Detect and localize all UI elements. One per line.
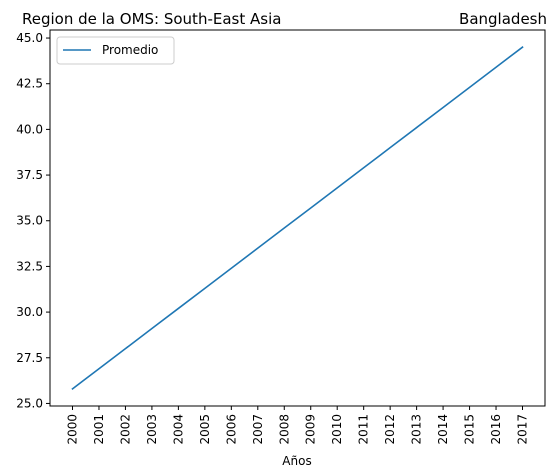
y-tick-label: 42.5 (16, 77, 43, 91)
x-tick-label: 2008 (277, 414, 291, 445)
y-tick-label: 37.5 (16, 168, 43, 182)
x-tick-label: 2013 (410, 414, 424, 445)
y-tick-label: 45.0 (16, 31, 43, 45)
chart-title-left: Region de la OMS: South-East Asia (22, 10, 281, 28)
x-tick-label: 2006 (224, 414, 238, 445)
y-tick-label: 27.5 (16, 351, 43, 365)
x-tick-label: 2015 (463, 414, 477, 445)
x-tick-label: 2011 (357, 414, 371, 445)
x-tick-label: 2000 (66, 414, 80, 445)
x-tick-label: 2012 (383, 414, 397, 445)
x-tick-label: 2005 (198, 414, 212, 445)
x-tick-label: 2016 (489, 414, 503, 445)
chart-title-right: Bangladesh (459, 10, 547, 28)
series-line-promedio (71, 46, 524, 390)
x-tick-label: 2001 (92, 414, 106, 445)
x-tick-label: 2009 (304, 414, 318, 445)
legend-label-promedio: Promedio (102, 43, 158, 57)
y-tick-label: 32.5 (16, 259, 43, 273)
plot-area-frame (49, 29, 546, 407)
legend-box (56, 36, 175, 65)
y-tick-label: 25.0 (16, 396, 43, 410)
x-tick-label: 2014 (436, 414, 450, 445)
x-tick-label: 2010 (330, 414, 344, 445)
y-tick-label: 30.0 (16, 305, 43, 319)
series-layer (71, 46, 524, 390)
x-tick-label: 2017 (516, 414, 530, 445)
y-tick-label: 35.0 (16, 214, 43, 228)
x-tick-label: 2007 (251, 414, 265, 445)
legend: Promedio (56, 36, 175, 65)
x-tick-label: 2003 (145, 414, 159, 445)
x-axis-ticks: 2000 2001 2002 2003 2004 2005 2006 2007 2008 2009… (66, 406, 530, 445)
x-tick-label: 2004 (171, 414, 185, 445)
y-axis-ticks: 25.0 27.5 30.0 32.5 35.0 37.5 40.0 42.5 45.0 (16, 31, 50, 410)
x-axis-label: Años (282, 454, 311, 468)
y-tick-label: 40.0 (16, 122, 43, 136)
x-tick-label: 2002 (118, 414, 132, 445)
